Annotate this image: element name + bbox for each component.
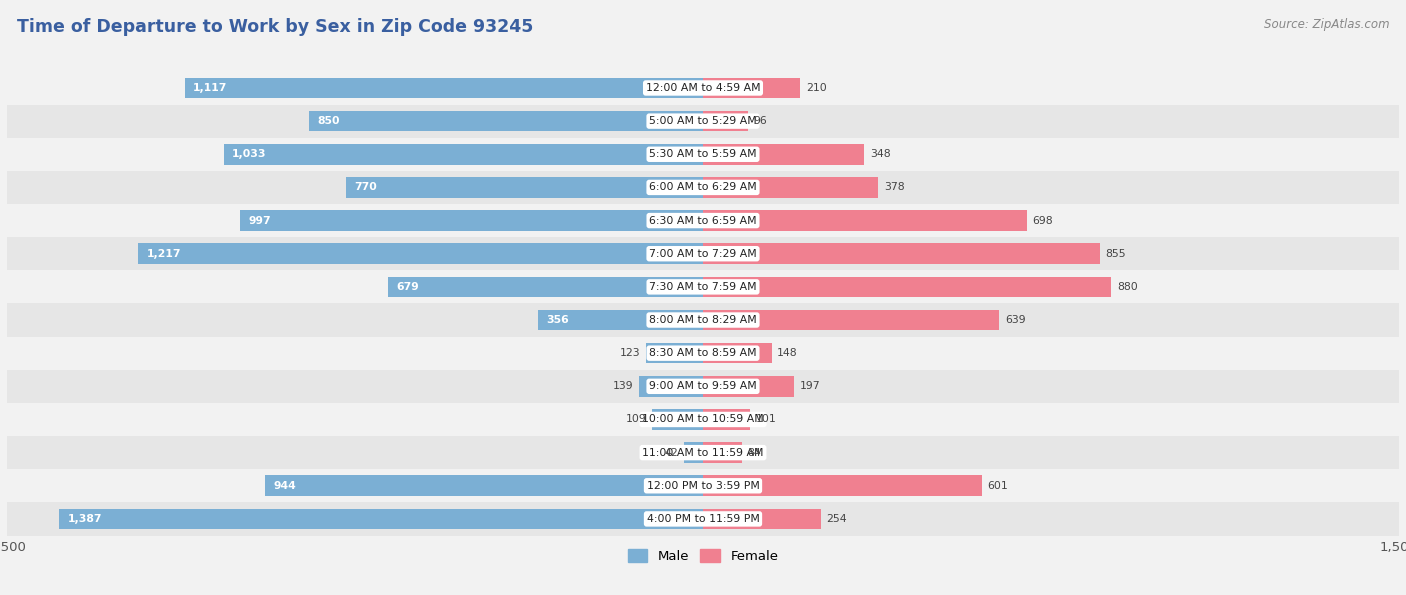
Bar: [683, 442, 703, 463]
Text: 348: 348: [870, 149, 890, 159]
Bar: [7, 105, 1399, 137]
Text: 698: 698: [1032, 215, 1053, 226]
Bar: [224, 144, 703, 165]
Bar: [7, 303, 1399, 337]
Text: 139: 139: [613, 381, 633, 392]
Text: 12:00 PM to 3:59 PM: 12:00 PM to 3:59 PM: [647, 481, 759, 491]
Bar: [7, 71, 1399, 105]
Text: 42: 42: [664, 447, 678, 458]
Bar: [703, 409, 749, 430]
Bar: [240, 210, 703, 231]
Bar: [7, 502, 1399, 536]
Text: 944: 944: [273, 481, 297, 491]
Text: 1,033: 1,033: [232, 149, 267, 159]
Text: 850: 850: [316, 116, 339, 126]
Bar: [703, 210, 1026, 231]
Bar: [703, 78, 800, 98]
Text: 197: 197: [800, 381, 821, 392]
Bar: [703, 310, 1000, 330]
Text: 7:30 AM to 7:59 AM: 7:30 AM to 7:59 AM: [650, 282, 756, 292]
Bar: [703, 243, 1099, 264]
Bar: [7, 369, 1399, 403]
Legend: Male, Female: Male, Female: [623, 544, 783, 568]
Text: 210: 210: [806, 83, 827, 93]
Bar: [388, 277, 703, 297]
Bar: [264, 475, 703, 496]
Bar: [538, 310, 703, 330]
Bar: [7, 337, 1399, 369]
Text: 96: 96: [754, 116, 766, 126]
Text: 4:00 PM to 11:59 PM: 4:00 PM to 11:59 PM: [647, 514, 759, 524]
Bar: [703, 343, 772, 364]
Text: 5:30 AM to 5:59 AM: 5:30 AM to 5:59 AM: [650, 149, 756, 159]
Bar: [138, 243, 703, 264]
Bar: [703, 376, 794, 397]
Bar: [703, 177, 879, 198]
Text: 7:00 AM to 7:29 AM: 7:00 AM to 7:29 AM: [650, 249, 756, 259]
Bar: [703, 144, 865, 165]
Bar: [645, 343, 703, 364]
Text: Source: ZipAtlas.com: Source: ZipAtlas.com: [1264, 18, 1389, 31]
Bar: [7, 270, 1399, 303]
Bar: [346, 177, 703, 198]
Text: 770: 770: [354, 183, 377, 192]
Text: 254: 254: [827, 514, 846, 524]
Text: 5:00 AM to 5:29 AM: 5:00 AM to 5:29 AM: [650, 116, 756, 126]
Text: 84: 84: [748, 447, 761, 458]
Bar: [7, 204, 1399, 237]
Text: 601: 601: [987, 481, 1008, 491]
Text: 10:00 AM to 10:59 AM: 10:00 AM to 10:59 AM: [643, 415, 763, 424]
Text: 880: 880: [1116, 282, 1137, 292]
Text: 1,117: 1,117: [193, 83, 228, 93]
Bar: [184, 78, 703, 98]
Bar: [7, 469, 1399, 502]
Bar: [703, 509, 821, 529]
Text: 6:30 AM to 6:59 AM: 6:30 AM to 6:59 AM: [650, 215, 756, 226]
Text: 997: 997: [249, 215, 271, 226]
Bar: [652, 409, 703, 430]
Text: 1,387: 1,387: [67, 514, 103, 524]
Bar: [7, 403, 1399, 436]
Text: 378: 378: [884, 183, 904, 192]
Bar: [703, 111, 748, 131]
Bar: [309, 111, 703, 131]
Text: 9:00 AM to 9:59 AM: 9:00 AM to 9:59 AM: [650, 381, 756, 392]
Bar: [7, 436, 1399, 469]
Bar: [703, 475, 981, 496]
Text: 679: 679: [396, 282, 419, 292]
Bar: [7, 171, 1399, 204]
Text: Time of Departure to Work by Sex in Zip Code 93245: Time of Departure to Work by Sex in Zip …: [17, 18, 533, 36]
Text: 356: 356: [546, 315, 569, 325]
Text: 12:00 AM to 4:59 AM: 12:00 AM to 4:59 AM: [645, 83, 761, 93]
Bar: [703, 442, 742, 463]
Bar: [59, 509, 703, 529]
Text: 8:00 AM to 8:29 AM: 8:00 AM to 8:29 AM: [650, 315, 756, 325]
Text: 123: 123: [620, 348, 640, 358]
Bar: [703, 277, 1111, 297]
Bar: [638, 376, 703, 397]
Text: 1,217: 1,217: [146, 249, 181, 259]
Text: 639: 639: [1005, 315, 1025, 325]
Text: 855: 855: [1105, 249, 1126, 259]
Text: 148: 148: [778, 348, 797, 358]
Text: 8:30 AM to 8:59 AM: 8:30 AM to 8:59 AM: [650, 348, 756, 358]
Bar: [7, 137, 1399, 171]
Text: 109: 109: [626, 415, 647, 424]
Text: 6:00 AM to 6:29 AM: 6:00 AM to 6:29 AM: [650, 183, 756, 192]
Text: 101: 101: [755, 415, 776, 424]
Bar: [7, 237, 1399, 270]
Text: 11:00 AM to 11:59 AM: 11:00 AM to 11:59 AM: [643, 447, 763, 458]
